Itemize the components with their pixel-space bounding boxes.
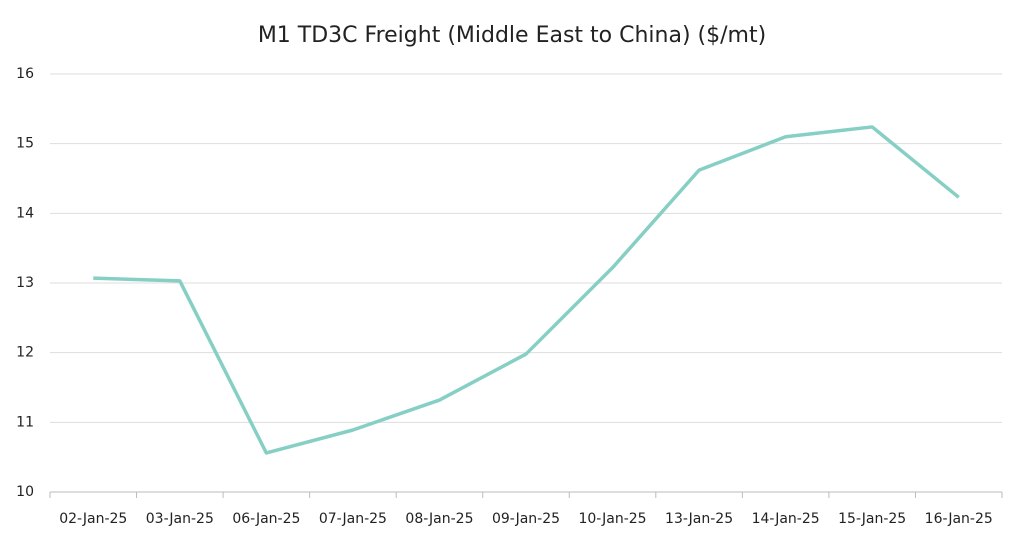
x-tick-label: 15-Jan-25 [838, 511, 906, 527]
x-tick-label: 16-Jan-25 [925, 511, 993, 527]
x-tick-label: 10-Jan-25 [578, 511, 646, 527]
x-tick-label: 09-Jan-25 [492, 511, 560, 527]
y-tick-label: 13 [16, 275, 34, 291]
x-tick-label: 02-Jan-25 [59, 511, 127, 527]
x-tick-label: 03-Jan-25 [146, 511, 214, 527]
y-tick-label: 10 [16, 484, 34, 500]
line-series [93, 125, 960, 455]
chart-title: M1 TD3C Freight (Middle East to China) (… [258, 23, 766, 48]
y-tick-label: 16 [16, 66, 34, 82]
y-tick-label: 15 [16, 136, 34, 152]
y-tick-label: 11 [16, 414, 34, 430]
y-tick-label: 12 [16, 345, 34, 361]
y-tick-label: 14 [16, 205, 34, 221]
x-tick-label: 13-Jan-25 [665, 511, 733, 527]
x-tick-label: 07-Jan-25 [319, 511, 387, 527]
x-tick-label: 14-Jan-25 [752, 511, 820, 527]
x-tick-label: 06-Jan-25 [232, 511, 300, 527]
x-tick-label: 08-Jan-25 [405, 511, 473, 527]
